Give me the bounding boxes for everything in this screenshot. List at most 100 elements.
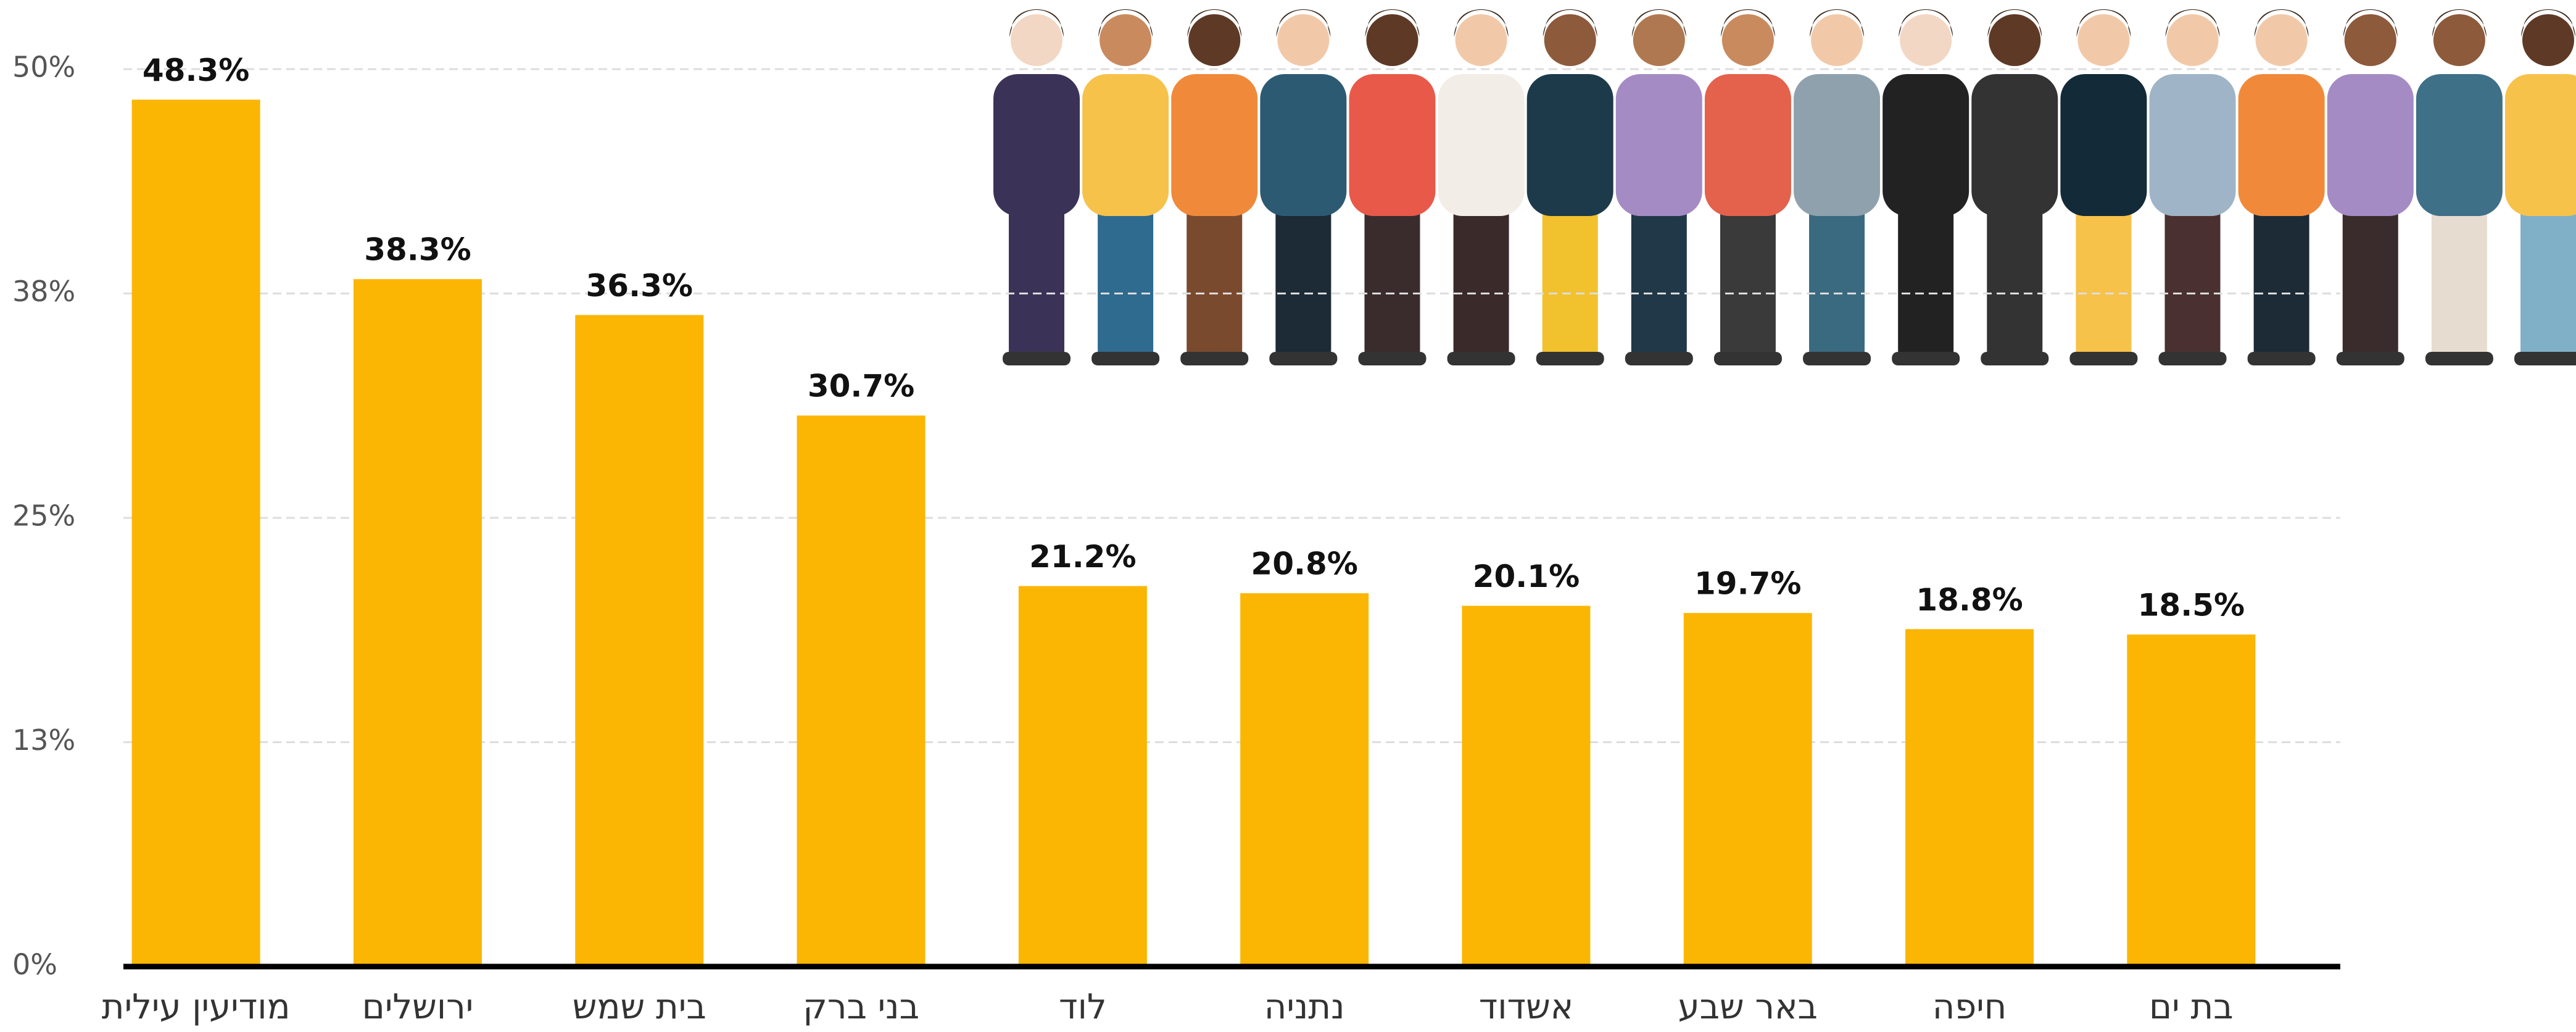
value-label: 48.3% [143, 52, 249, 88]
person-body [2505, 74, 2576, 216]
person-head [1544, 14, 1596, 66]
person-shoe [1713, 352, 1782, 365]
bar [1240, 593, 1369, 967]
person-body [1794, 74, 1881, 216]
person-leg [1453, 204, 1509, 358]
y-tick-label: 38% [12, 275, 75, 308]
person-shoe [1003, 352, 1071, 365]
person-head [1100, 14, 1152, 66]
person-head [1455, 14, 1507, 66]
x-tick-label: לוד [1059, 987, 1107, 1027]
person-head [1366, 14, 1418, 66]
bar [1683, 613, 1812, 967]
person-shoe [2425, 352, 2493, 365]
bar [131, 99, 260, 967]
person-head [1900, 14, 1952, 66]
person-head [1811, 14, 1863, 66]
person-leg [2164, 204, 2221, 358]
person-leg [1009, 204, 1064, 358]
person-body [1704, 74, 1791, 216]
person-shoe [2069, 352, 2138, 365]
person-body [2327, 74, 2414, 216]
y-tick-label: 25% [12, 499, 75, 533]
person-shoe [1447, 352, 1515, 365]
person-shoe [1180, 352, 1249, 365]
person-leg [1098, 204, 1154, 358]
person-body [1082, 74, 1169, 216]
value-label: 36.3% [586, 268, 693, 304]
bar [1462, 605, 1591, 967]
person-leg [1809, 204, 1865, 358]
person-head [1188, 14, 1241, 66]
value-label: 18.5% [2138, 588, 2245, 623]
y-tick-label: 13% [12, 723, 75, 757]
x-tick-label: באר שבע [1678, 987, 1818, 1027]
person-shoe [1091, 352, 1160, 365]
person-body [1438, 74, 1525, 216]
person-body [2238, 74, 2325, 216]
person-leg [1364, 204, 1420, 358]
person-body [1260, 74, 1347, 216]
y-tick-label: 0% [12, 948, 57, 981]
person-leg [2431, 204, 2487, 358]
person-shoe [1803, 352, 1871, 365]
person-body [1526, 74, 1613, 216]
person-shoe [1536, 352, 1604, 365]
people-illustration [993, 9, 2576, 365]
person-leg [1898, 204, 1954, 358]
person-shoe [2336, 352, 2404, 365]
person-head [2166, 14, 2219, 66]
x-tick-label: ירושלים [362, 987, 474, 1027]
person-head [2255, 14, 2308, 66]
person-shoe [1269, 352, 1338, 365]
person-head [1989, 14, 2041, 66]
person-body [1171, 74, 1258, 216]
person-leg [1720, 204, 1776, 358]
person-body [2149, 74, 2236, 216]
y-tick-label: 50% [12, 51, 75, 84]
person-shoe [2247, 352, 2316, 365]
person-leg [2076, 204, 2132, 358]
person-body [993, 74, 1080, 216]
value-label: 38.3% [364, 232, 471, 268]
person-shoe [2514, 352, 2576, 365]
person-head [1633, 14, 1685, 66]
x-tick-label: בית שמש [573, 987, 706, 1027]
bar [1905, 629, 2034, 967]
person-shoe [1981, 352, 2049, 365]
person-shoe [1892, 352, 1960, 365]
person-body [2416, 74, 2503, 216]
person-shoe [1358, 352, 1427, 365]
person-body [1615, 74, 1702, 216]
person-leg [1275, 204, 1331, 358]
person-leg [1187, 204, 1243, 358]
x-tick-label: נתניה [1264, 987, 1345, 1027]
person-head [2522, 14, 2574, 66]
person-leg [1987, 204, 2043, 358]
bar [353, 279, 482, 967]
person-head [1011, 14, 1062, 66]
value-label: 18.8% [1916, 582, 2023, 618]
person-head [2344, 14, 2396, 66]
bar [797, 415, 926, 967]
x-tick-label: מודיעין עילית [102, 987, 291, 1027]
person-leg [1542, 204, 1598, 358]
person-body [1882, 74, 1969, 216]
value-label: 20.1% [1473, 559, 1580, 594]
bar [1018, 586, 1147, 967]
person-shoe [2158, 352, 2227, 365]
person-body [1349, 74, 1436, 216]
x-tick-label: אשדוד [1479, 987, 1574, 1027]
x-tick-label: בת ים [2149, 987, 2234, 1027]
person-body [1971, 74, 2058, 216]
value-label: 21.2% [1029, 539, 1136, 575]
person-shoe [1625, 352, 1693, 365]
person-body [2060, 74, 2147, 216]
x-tick-label: חיפה [1932, 987, 2007, 1027]
person-head [1277, 14, 1330, 66]
value-label: 19.7% [1694, 566, 1801, 602]
x-tick-label: בני ברק [803, 987, 919, 1027]
bar [2127, 635, 2256, 967]
person-leg [2253, 204, 2309, 358]
